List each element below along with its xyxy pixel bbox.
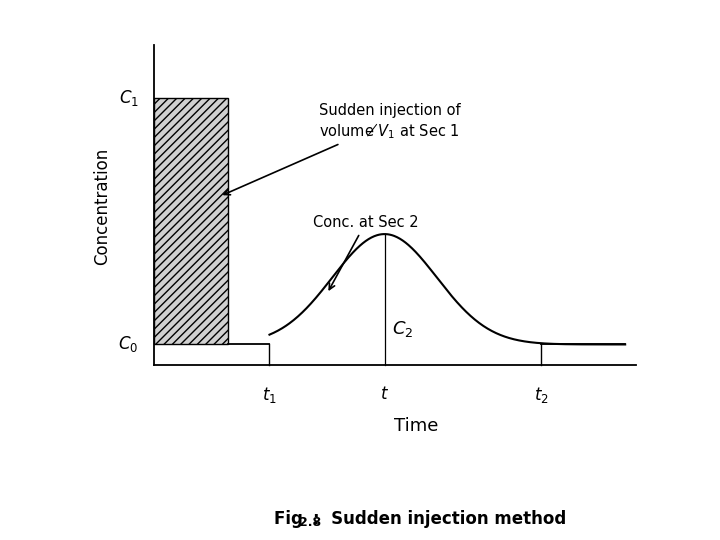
Text: Conc. at Sec 2: Conc. at Sec 2 [312, 215, 418, 289]
Text: $t$: $t$ [380, 385, 389, 403]
Text: Concentration: Concentration [93, 148, 111, 265]
Text: Sudden injection of
volume $\not{V}_1$ at Sec 1: Sudden injection of volume $\not{V}_1$ a… [224, 103, 461, 195]
Bar [154, 98, 228, 345]
Text: $t_1$: $t_1$ [262, 385, 277, 405]
Text: :  Sudden injection method: : Sudden injection method [313, 510, 567, 529]
Text: 2.8: 2.8 [299, 516, 321, 529]
Text: $C_1$: $C_1$ [119, 87, 139, 107]
Text: $C_0$: $C_0$ [119, 334, 139, 354]
Text: $C_2$: $C_2$ [392, 319, 414, 339]
Text: Fig: Fig [274, 510, 308, 529]
Text: Time: Time [394, 417, 438, 435]
Text: $t_2$: $t_2$ [534, 385, 549, 405]
